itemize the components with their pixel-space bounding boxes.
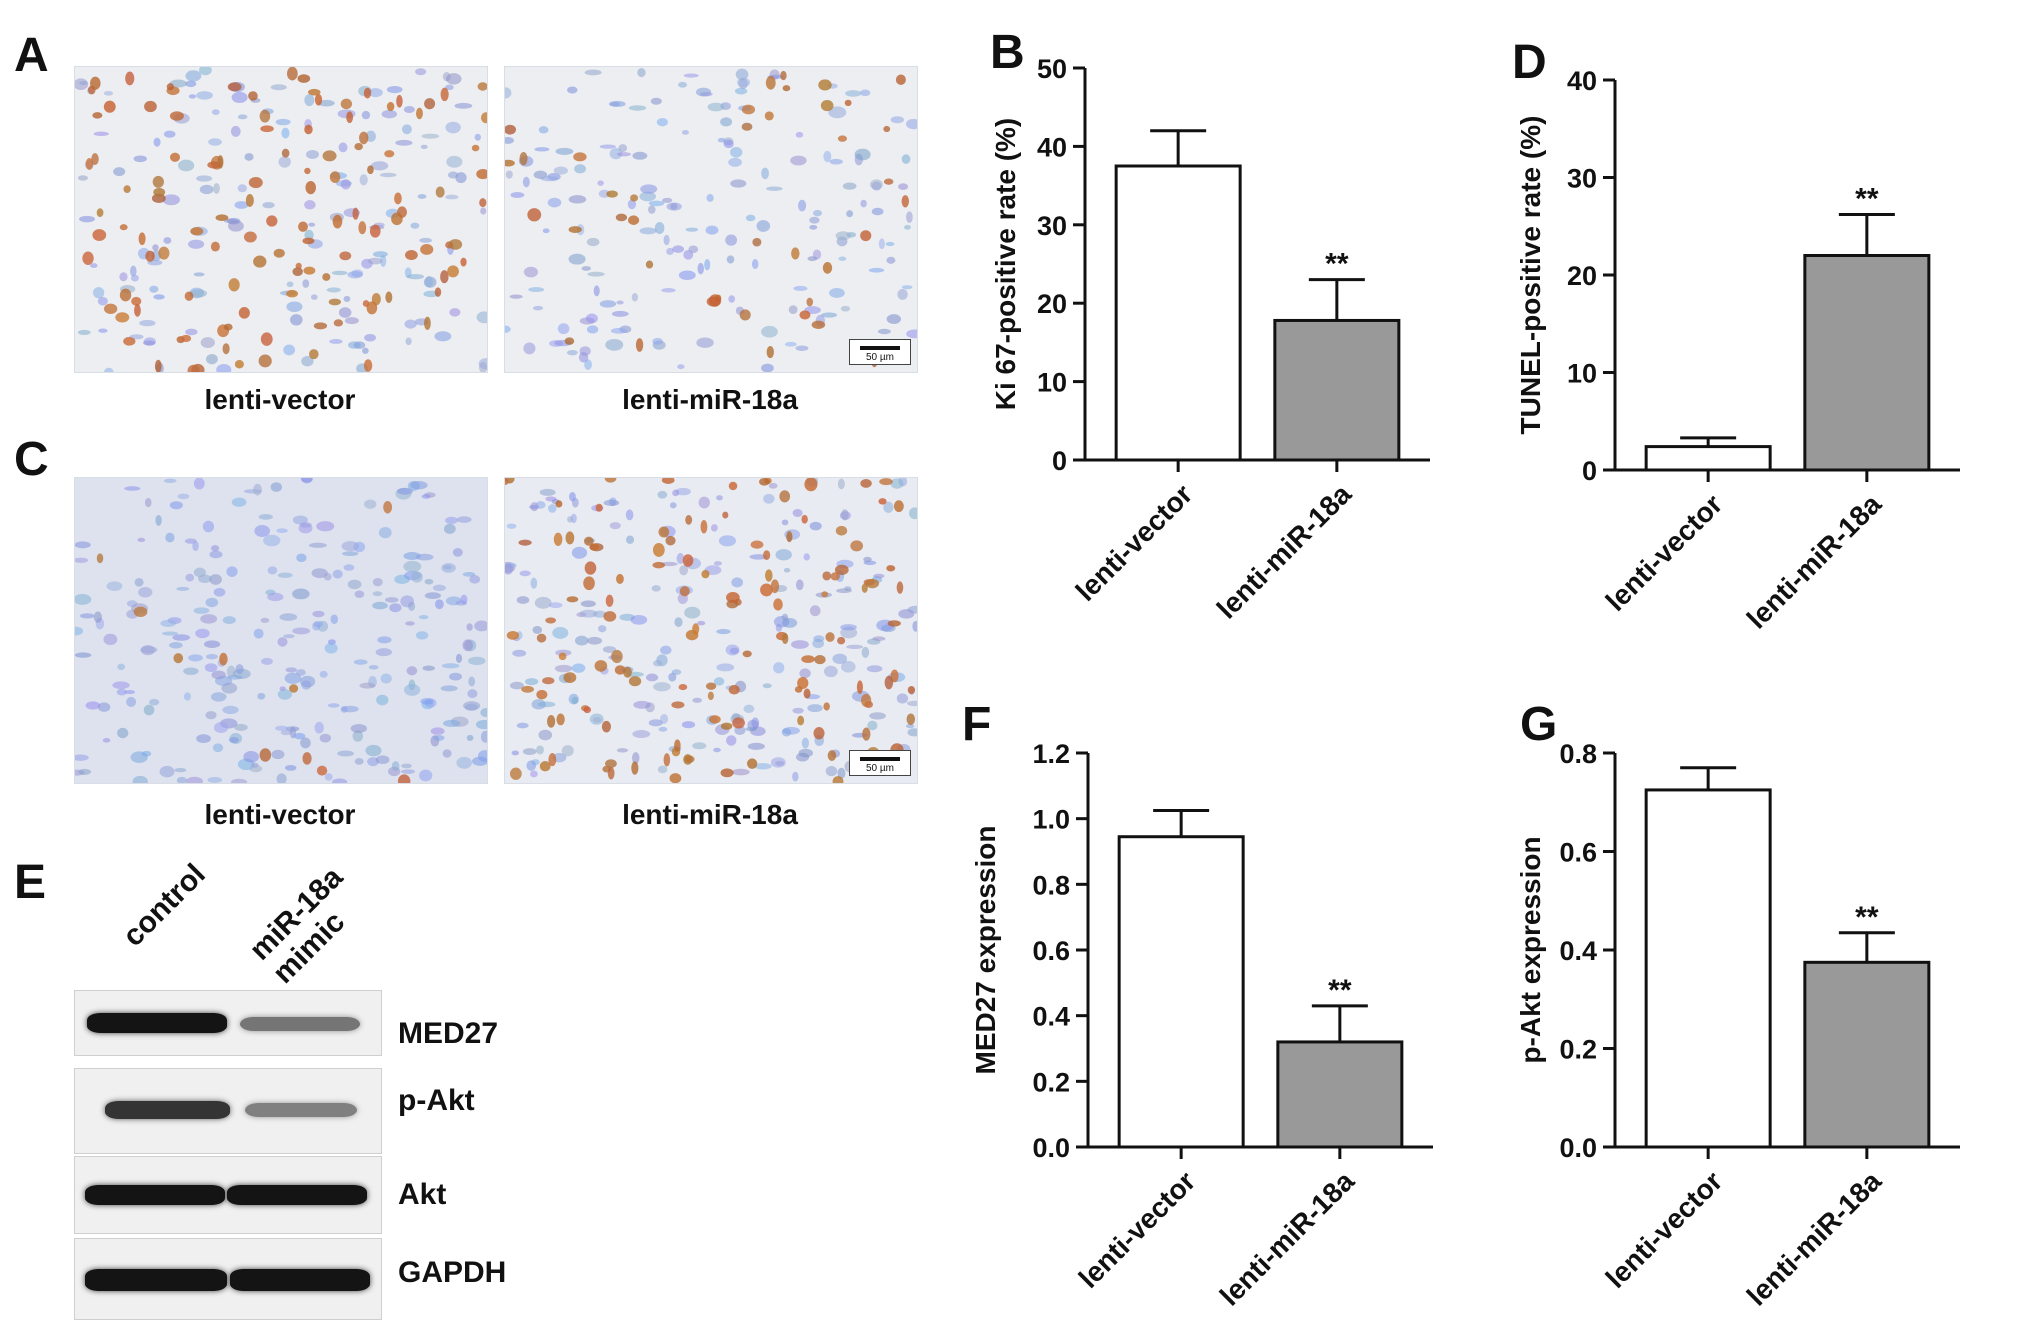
chart-b-y-tick-label: 40 [1037,132,1067,162]
band-gapdh-control [85,1269,227,1291]
blot-label-gapdh: GAPDH [398,1256,507,1289]
stained-nuclei [505,68,917,372]
chart-f-x-tick-label-1: lenti-miR-18a [1214,1165,1361,1312]
blot-label-akt: Akt [398,1178,447,1211]
lane-label-mir18a-mimic: miR-18a mimic [243,860,352,990]
chart-g-y-tick-label: 0.4 [1559,936,1597,966]
scale-bar-c-text: 50 µm [866,763,894,774]
chart-f-y-tick-label: 0.2 [1032,1067,1070,1097]
chart-d-bar-1 [1803,254,1931,472]
chart-g-bar-1 [1803,960,1931,1149]
chart-f-y-tick-label: 1.2 [1032,739,1070,769]
micrograph-c-lenti-vector-image [75,478,487,783]
band-med27-mimic [240,1017,360,1031]
chart-d-x-tick-label-0: lenti-vector [1600,488,1729,617]
panel-label-d: D [1512,36,1547,89]
chart-d-bar-0 [1644,445,1772,472]
chart-g-x-tick-label-0: lenti-vector [1600,1165,1729,1294]
chart-f-significance-1: ** [1328,974,1352,1007]
chart-f-bar-1 [1276,1040,1404,1149]
panel-label-g: G [1520,698,1557,751]
chart-b-bar-0 [1114,164,1242,462]
micrograph-a-lenti-vector [74,66,488,373]
blot-row-gapdh [74,1238,382,1320]
micrograph-c-lenti-mir18a: 50 µm [504,477,918,784]
chart-f-y-label: MED27 expression [970,826,1001,1075]
caption-a-left: lenti-vector [204,384,356,415]
micrograph-c-lenti-vector [74,477,488,784]
caption-c-left: lenti-vector [204,799,356,830]
band-p-akt-control [105,1101,230,1119]
chart-b-y-tick-label: 30 [1037,211,1067,241]
caption-c-right: lenti-miR-18a [622,799,798,830]
chart-f-x-tick-label-0: lenti-vector [1073,1165,1202,1294]
band-akt-mimic [227,1185,367,1205]
chart-f-y-tick-label: 0.4 [1032,1002,1070,1032]
chart-f-y-tick-label: 1.0 [1032,805,1070,835]
chart-d-y-tick-label: 40 [1567,66,1597,96]
blot-row-med27 [74,990,382,1056]
chart-g-x-tick-label-1: lenti-miR-18a [1741,1165,1888,1312]
chart-d-y-tick-label: 10 [1567,359,1597,389]
chart-d-y-tick-label: 0 [1582,456,1597,486]
panel-label-c: C [14,433,49,486]
lane-label-control: control [116,857,212,953]
stained-nuclei [75,67,487,372]
chart-f-y-tick-label: 0.6 [1032,936,1070,966]
chart-g-y-tick-label: 0.6 [1559,838,1597,868]
blot-label-med27: MED27 [398,1017,499,1050]
chart-f-y-tick-label: 0.8 [1032,870,1070,900]
scale-bar-a-text: 50 µm [866,352,894,363]
chart-g-y-label: p-Akt expression [1515,836,1546,1063]
chart-g-y-tick-label: 0.2 [1559,1035,1597,1065]
blot-label-p-akt: p-Akt [398,1084,475,1117]
scale-bar-c: 50 µm [849,750,911,776]
band-p-akt-mimic [245,1103,357,1117]
chart-d-y-label: TUNEL-positive rate (%) [1515,116,1546,435]
chart-g-p-akt: G 0.0 0.2 0.4 0.6 0.8 p-Akt expression lenti-ve… [1515,698,1960,1312]
chart-b-x-tick-label-1: lenti-miR-18a [1211,478,1358,625]
chart-d-y-tick-label: 20 [1567,261,1597,291]
chart-b-significance-1: ** [1325,248,1349,281]
panel-label-f: F [962,698,991,751]
band-akt-control [85,1185,225,1205]
stained-nuclei [505,478,917,783]
chart-g-y-tick-label: 0.8 [1559,739,1597,769]
chart-d-significance-1: ** [1855,183,1879,216]
micrograph-a-lenti-vector-image [75,67,487,372]
chart-b-y-tick-label: 0 [1052,446,1067,476]
stained-nuclei [75,478,487,783]
chart-b-y-tick-label: 10 [1037,368,1067,398]
chart-g-y-tick-label: 0.0 [1559,1133,1597,1163]
chart-b-ki67: B 0 10 20 30 40 50 Ki 67-positive rate (%) lenti… [990,26,1430,625]
scale-bar-a: 50 µm [849,339,911,365]
chart-f-med27: F 0.0 0.2 0.4 0.6 0.8 1.0 1.2 MED27 expression le… [962,698,1433,1312]
chart-g-significance-1: ** [1855,901,1879,934]
chart-b-y-tick-label: 50 [1037,54,1067,84]
chart-f-y-tick-label: 0.0 [1032,1133,1070,1163]
blot-row-akt [74,1156,382,1234]
chart-b-y-label: Ki 67-positive rate (%) [990,118,1021,411]
chart-b-x-tick-label-0: lenti-vector [1070,478,1199,607]
chart-g-bar-0 [1644,788,1772,1149]
panel-label-a: A [14,29,49,82]
tissue-background [505,67,917,372]
tissue-background [75,478,487,783]
panel-label-e: E [14,856,47,909]
chart-f-bar-0 [1117,835,1245,1149]
micrograph-a-lenti-mir18a: 50 µm [504,66,918,373]
chart-d-x-tick-label-1: lenti-miR-18a [1741,488,1888,635]
micrograph-a-lenti-mir18a-image [505,67,917,372]
panel-label-b: B [990,26,1025,79]
band-med27-control [87,1013,227,1033]
caption-a-right: lenti-miR-18a [622,384,798,415]
band-gapdh-mimic [230,1269,370,1291]
blot-row-p-akt [74,1068,382,1154]
chart-b-y-tick-label: 20 [1037,289,1067,319]
chart-d-y-tick-label: 30 [1567,164,1597,194]
chart-b-bar-1 [1273,318,1401,462]
micrograph-c-lenti-mir18a-image [505,478,917,783]
chart-d-tunel: D 0 10 20 30 40 TUNEL-positive rate (%) lenti-v… [1512,36,1960,635]
